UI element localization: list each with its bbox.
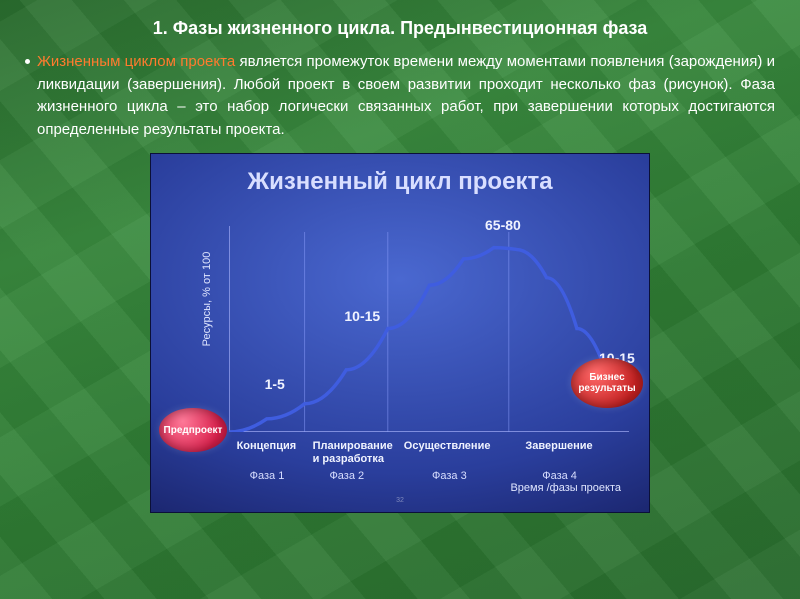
phase-label: Планированиеи разработка: [313, 440, 393, 465]
phase-number: Фаза 1: [242, 470, 292, 482]
body-paragraph: Жизненным циклом проекта является промеж…: [37, 51, 775, 141]
x-axis-label: Время /фазы проекта: [510, 482, 621, 494]
phase-gridlines: [305, 232, 509, 432]
lifecycle-curve: [229, 248, 607, 432]
data-point-label: 65-80: [485, 217, 521, 233]
phase-number: Фаза 4: [535, 470, 585, 482]
phase-number: Фаза 2: [322, 470, 372, 482]
y-axis-label: Ресурсы, % от 100: [201, 219, 213, 379]
plot-area: [229, 226, 629, 432]
phase-label: Концепция: [237, 440, 297, 453]
slide: 1. Фазы жизненного цикла. Предынвестицио…: [0, 0, 800, 599]
results-bubble: Бизнесрезультаты: [571, 358, 643, 408]
results-bubble-label: Бизнесрезультаты: [578, 372, 635, 394]
data-point-label: 1-5: [265, 376, 285, 392]
phase-label: Осуществление: [404, 440, 491, 453]
phase-number: Фаза 3: [424, 470, 474, 482]
chart-title: Жизненный цикл проекта: [151, 154, 649, 202]
slide-number: 32: [396, 497, 404, 504]
preproject-bubble-label: Предпроект: [164, 425, 223, 436]
plot-svg: [229, 226, 629, 432]
slide-title: 1. Фазы жизненного цикла. Предынвестицио…: [25, 18, 775, 39]
preproject-bubble: Предпроект: [159, 408, 227, 452]
phase-label: Завершение: [525, 440, 592, 453]
lifecycle-chart: Жизненный цикл проекта Ресурсы, % от 100…: [150, 153, 650, 513]
highlighted-term: Жизненным циклом проекта: [37, 53, 235, 70]
data-point-label: 10-15: [344, 308, 380, 324]
bullet-icon: [25, 59, 30, 64]
